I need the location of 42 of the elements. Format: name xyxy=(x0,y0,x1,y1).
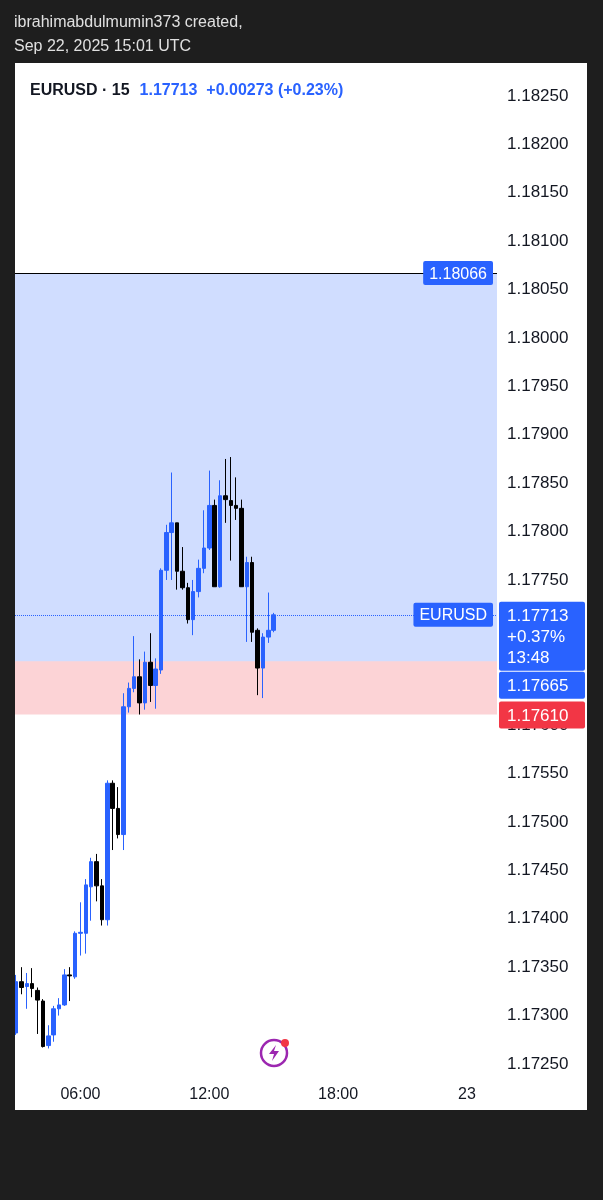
y-tick-label: 1.17250 xyxy=(507,1053,569,1073)
x-tick-label: 18:00 xyxy=(318,1084,359,1102)
x-tick-label: 23 xyxy=(458,1084,476,1102)
band-label: 1.17610 xyxy=(507,705,569,725)
candlestick xyxy=(148,632,153,703)
x-tick-label: 06:00 xyxy=(60,1084,101,1102)
candlestick xyxy=(67,966,72,1002)
y-tick-label: 1.17950 xyxy=(507,375,569,395)
y-tick-label: 1.18250 xyxy=(507,85,569,105)
candlestick xyxy=(218,479,222,589)
ref-line-label: EURUSD xyxy=(419,606,487,624)
candlestick xyxy=(25,972,29,1010)
candlestick xyxy=(105,779,110,927)
candlestick xyxy=(223,458,228,524)
candlestick xyxy=(30,967,34,998)
x-tick-label: 12:00 xyxy=(189,1084,230,1102)
y-tick-label: 1.17750 xyxy=(507,569,569,589)
y-tick-label: 1.17850 xyxy=(507,472,569,492)
y-tick-label: 1.17550 xyxy=(507,763,569,783)
candlestick xyxy=(212,499,217,588)
candlestick xyxy=(15,974,18,1036)
candlestick xyxy=(19,966,24,995)
y-tick-label: 1.17900 xyxy=(507,424,569,444)
text: ibrahimabdulmumin373 created, Sep 22, 2025 15:01 UTC xyxy=(14,12,243,56)
ref-line-label: 1.18066 xyxy=(429,264,488,282)
y-tick-label: 1.17500 xyxy=(507,811,569,831)
y-tick-label: 1.17450 xyxy=(507,859,569,879)
y-tick-label: 1.18100 xyxy=(507,230,569,250)
y-tick-label: 1.17300 xyxy=(507,1005,569,1025)
y-tick-label: 1.18000 xyxy=(507,327,569,347)
y-tick-label: 1.18050 xyxy=(507,279,569,299)
y-tick-label: 1.17350 xyxy=(507,956,569,976)
candlestick xyxy=(143,651,147,711)
y-tick-label: 1.18150 xyxy=(507,182,569,202)
chart-title: EURUSD · 15 xyxy=(30,80,130,98)
candlestick xyxy=(137,658,142,716)
text: 1.17713 +0.37% 13:48 xyxy=(507,605,569,667)
y-tick-label: 1.18200 xyxy=(507,133,569,153)
chart-subtitle: 1.17713 +0.00273 (+0.23%) xyxy=(139,80,344,98)
y-tick-label: 1.17400 xyxy=(507,908,569,928)
y-tick-label: 1.17800 xyxy=(507,521,569,541)
band-label: 1.17665 xyxy=(507,675,569,695)
